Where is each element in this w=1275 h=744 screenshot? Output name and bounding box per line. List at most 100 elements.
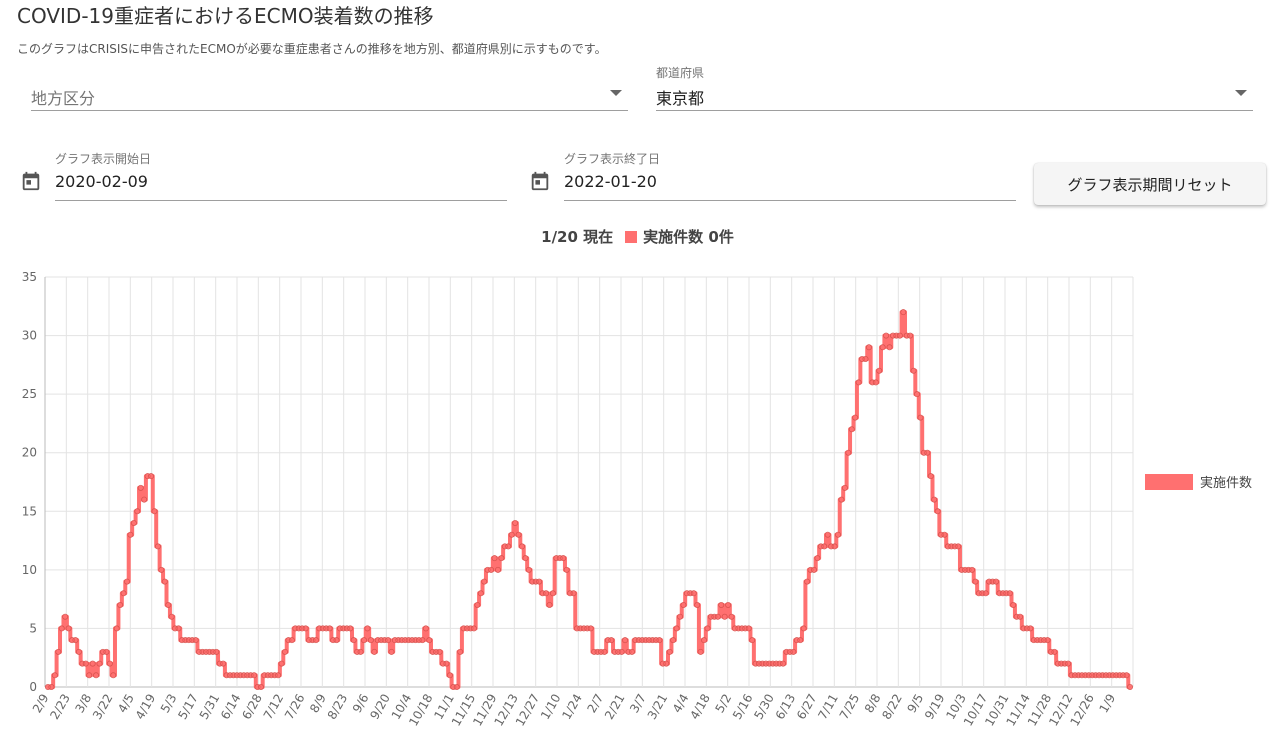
y-tick-label: 15 — [22, 504, 37, 518]
data-point — [288, 637, 295, 644]
header-count: 0件 — [708, 228, 734, 246]
data-point — [993, 578, 1000, 585]
data-point — [563, 566, 570, 573]
data-point — [907, 332, 914, 339]
y-tick-label: 0 — [29, 680, 37, 694]
data-point — [666, 648, 673, 655]
data-point — [72, 637, 79, 644]
data-point — [251, 672, 258, 679]
data-point — [422, 625, 429, 632]
data-point — [89, 660, 96, 667]
data-point — [367, 637, 374, 644]
reset-period-button[interactable]: グラフ表示期間リセット — [1034, 163, 1266, 205]
data-point — [934, 508, 941, 515]
data-point — [601, 648, 608, 655]
data-point — [51, 672, 58, 679]
data-point — [436, 648, 443, 655]
data-point — [141, 496, 148, 503]
data-point — [220, 660, 227, 667]
data-point — [704, 625, 711, 632]
prefecture-select[interactable]: 都道府県 東京都 — [656, 64, 1253, 111]
data-point — [124, 578, 131, 585]
data-point — [257, 684, 264, 691]
x-tick-label: 6/14 — [218, 692, 244, 722]
data-point — [326, 625, 333, 632]
data-point — [158, 566, 165, 573]
end-date-field[interactable]: グラフ表示終了日 2022-01-20 — [564, 148, 1016, 201]
data-point — [312, 637, 319, 644]
y-tick-label: 5 — [29, 621, 37, 635]
data-point — [161, 578, 168, 585]
data-point — [96, 660, 103, 667]
data-point — [749, 637, 756, 644]
x-tick-label: 4/18 — [687, 692, 713, 722]
data-point — [728, 613, 735, 620]
data-point — [130, 520, 137, 527]
x-tick-label: 1/24 — [559, 692, 585, 722]
data-point — [446, 672, 453, 679]
data-point — [75, 648, 82, 655]
data-point — [302, 625, 309, 632]
data-point — [93, 672, 100, 679]
data-point — [48, 684, 55, 691]
data-point — [110, 672, 117, 679]
data-point — [117, 602, 124, 609]
data-point — [982, 590, 989, 597]
data-point — [622, 637, 629, 644]
data-point — [388, 648, 395, 655]
start-date-field[interactable]: グラフ表示開始日 2020-02-09 — [55, 148, 507, 201]
calendar-icon[interactable] — [20, 170, 42, 192]
data-point — [549, 590, 556, 597]
data-point — [872, 379, 879, 386]
page-description: このグラフはCRISISに申告されたECMOが必要な重症患者さんの推移を地方別、… — [17, 42, 607, 56]
data-point — [151, 508, 158, 515]
chart-grid — [44, 276, 1134, 688]
data-point — [797, 637, 804, 644]
x-tick-label: 2/21 — [602, 692, 628, 722]
data-point — [790, 648, 797, 655]
data-point — [543, 590, 550, 597]
x-tick-label: 5/30 — [751, 692, 777, 722]
data-point — [725, 602, 732, 609]
data-point — [371, 648, 378, 655]
data-point — [481, 578, 488, 585]
x-tick-label: 6/28 — [239, 692, 265, 722]
data-point — [865, 344, 872, 351]
data-point — [721, 613, 728, 620]
data-point — [714, 613, 721, 620]
x-tick-label: 7/25 — [837, 692, 863, 722]
data-point — [841, 484, 848, 491]
data-point — [673, 625, 680, 632]
data-point — [680, 602, 687, 609]
data-point — [86, 672, 93, 679]
x-tick-label: 7/26 — [282, 692, 308, 722]
data-point — [835, 531, 842, 538]
data-point — [154, 543, 161, 550]
data-point — [127, 531, 134, 538]
data-point — [690, 590, 697, 597]
data-point — [498, 555, 505, 562]
calendar-icon[interactable] — [529, 170, 551, 192]
data-point — [168, 613, 175, 620]
data-point — [972, 578, 979, 585]
data-point — [491, 555, 498, 562]
data-point — [357, 648, 364, 655]
header-swatch — [625, 231, 638, 243]
data-point — [896, 332, 903, 339]
data-point — [55, 648, 62, 655]
data-point — [134, 508, 141, 515]
data-point — [536, 578, 543, 585]
region-select[interactable]: 地方区分 — [31, 64, 628, 111]
legend-label: 実施件数 — [1200, 475, 1252, 491]
data-point — [910, 367, 917, 374]
as-of-label: 1/20 現在 — [541, 228, 614, 246]
data-point — [1027, 625, 1034, 632]
data-point — [1065, 660, 1072, 667]
data-point — [477, 590, 484, 597]
data-point — [845, 449, 852, 456]
data-point — [474, 602, 481, 609]
prefecture-value: 東京都 — [656, 89, 705, 108]
y-tick-label: 30 — [22, 329, 37, 343]
header-series-label: 実施件数 — [643, 228, 704, 246]
